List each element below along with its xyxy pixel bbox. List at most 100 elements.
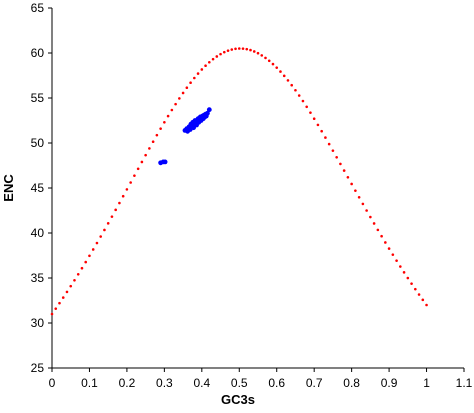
x-tick-label: 0.4 [193, 376, 210, 390]
expected-curve-point [121, 194, 125, 198]
expected-curve-point [95, 241, 99, 245]
expected-curve-point [372, 222, 376, 225]
expected-curve-point [237, 47, 241, 50]
x-tick-label: 0.3 [156, 376, 173, 390]
expected-curve-point [264, 56, 267, 60]
y-tick-label: 35 [31, 271, 45, 285]
expected-curve-point [331, 149, 335, 152]
expected-curve-point [309, 111, 312, 114]
expected-curve-point [399, 265, 402, 268]
expected-curve-point [189, 81, 192, 85]
expected-curve-point [395, 259, 398, 262]
expected-curve-point [320, 129, 323, 133]
expected-curve-point [80, 266, 84, 270]
expected-curve-point [282, 74, 286, 78]
expected-curve-point [181, 91, 185, 95]
gene-points [158, 107, 212, 166]
expected-curve-point [163, 121, 166, 124]
expected-curve-point [84, 260, 88, 264]
expected-curve-point [140, 160, 144, 164]
y-tick-label: 65 [31, 1, 45, 15]
x-tick-label: 0.1 [81, 376, 98, 390]
expected-curve-point [166, 114, 170, 118]
expected-curve-point [297, 94, 301, 97]
expected-curve-point [410, 282, 413, 285]
expected-curve-point [133, 174, 136, 177]
expected-curve-point [384, 241, 387, 244]
expected-curve-point [103, 228, 106, 232]
x-tick-label: 0.8 [343, 376, 360, 390]
y-tick-label: 50 [31, 136, 45, 150]
expected-curve-point [327, 142, 331, 146]
expected-curve-point [369, 215, 372, 219]
expected-enc-curve [50, 47, 428, 316]
expected-curve-point [69, 284, 73, 288]
x-axis-ticks: 0 0.1 0.2 0.3 0.4 0.5 0.6 0.7 0.8 0.9 1 1.1 [49, 368, 473, 390]
expected-curve-point [222, 50, 226, 54]
expected-curve-point [174, 102, 177, 106]
expected-curve-point [316, 123, 320, 127]
expected-curve-point [245, 47, 249, 51]
x-tick-label: 0.5 [231, 376, 248, 390]
expected-curve-point [346, 175, 350, 179]
expected-curve-point [305, 105, 308, 109]
expected-curve-point [354, 189, 357, 192]
expected-curve-point [196, 72, 200, 75]
y-tick-label: 40 [31, 226, 45, 240]
expected-curve-point [267, 59, 271, 63]
expected-curve-point [376, 228, 380, 232]
expected-curve-point [417, 293, 421, 296]
expected-curve-point [279, 70, 282, 73]
expected-curve-point [91, 248, 95, 251]
y-tick-label: 55 [31, 91, 45, 105]
expected-curve-point [129, 181, 132, 184]
expected-curve-point [294, 88, 297, 92]
expected-curve-point [301, 99, 305, 103]
expected-curve-point [136, 167, 140, 171]
expected-curve-point [114, 208, 117, 212]
x-tick-label: 1 [423, 376, 430, 390]
expected-curve-point [170, 108, 174, 112]
x-tick-label: 0.7 [306, 376, 323, 390]
expected-curve-point [193, 76, 196, 80]
expected-curve-point [215, 55, 219, 58]
expected-curve-point [365, 209, 368, 212]
expected-curve-point [159, 127, 162, 130]
expected-curve-point [204, 64, 207, 67]
expected-curve-point [339, 162, 342, 166]
expected-curve-point [76, 273, 80, 276]
x-tick-label: 0.2 [119, 376, 136, 390]
gene-point [205, 110, 210, 116]
expected-curve-point [155, 133, 159, 137]
expected-curve-point [241, 47, 245, 50]
expected-curve-point [110, 215, 114, 218]
x-tick-label: 0.9 [381, 376, 398, 390]
expected-curve-point [73, 278, 76, 282]
expected-curve-point [125, 188, 129, 191]
expected-curve-point [106, 222, 110, 225]
expected-curve-point [425, 303, 428, 307]
y-axis-title: ENC [1, 174, 16, 202]
expected-curve-point [219, 52, 222, 56]
expected-curve-point [65, 290, 69, 294]
y-axis-ticks: 25 30 35 40 45 50 55 60 65 [31, 1, 52, 375]
expected-curve-point [88, 254, 91, 258]
expected-curve-point [391, 253, 395, 256]
expected-curve-point [256, 51, 260, 55]
expected-curve-point [200, 68, 204, 71]
expected-curve-point [151, 140, 155, 144]
x-tick-label: 0 [49, 376, 56, 390]
expected-curve-point [144, 153, 147, 157]
expected-curve-point [402, 271, 406, 274]
expected-curve-point [324, 136, 327, 139]
y-tick-label: 25 [31, 361, 45, 375]
expected-curve-point [312, 117, 316, 120]
expected-curve-point [61, 296, 65, 299]
y-tick-label: 30 [31, 316, 45, 330]
x-tick-label: 0.6 [268, 376, 285, 390]
expected-curve-point [260, 54, 264, 57]
expected-curve-point [286, 79, 290, 82]
expected-curve-point [335, 155, 338, 159]
x-axis-title: GC3s [221, 392, 255, 407]
